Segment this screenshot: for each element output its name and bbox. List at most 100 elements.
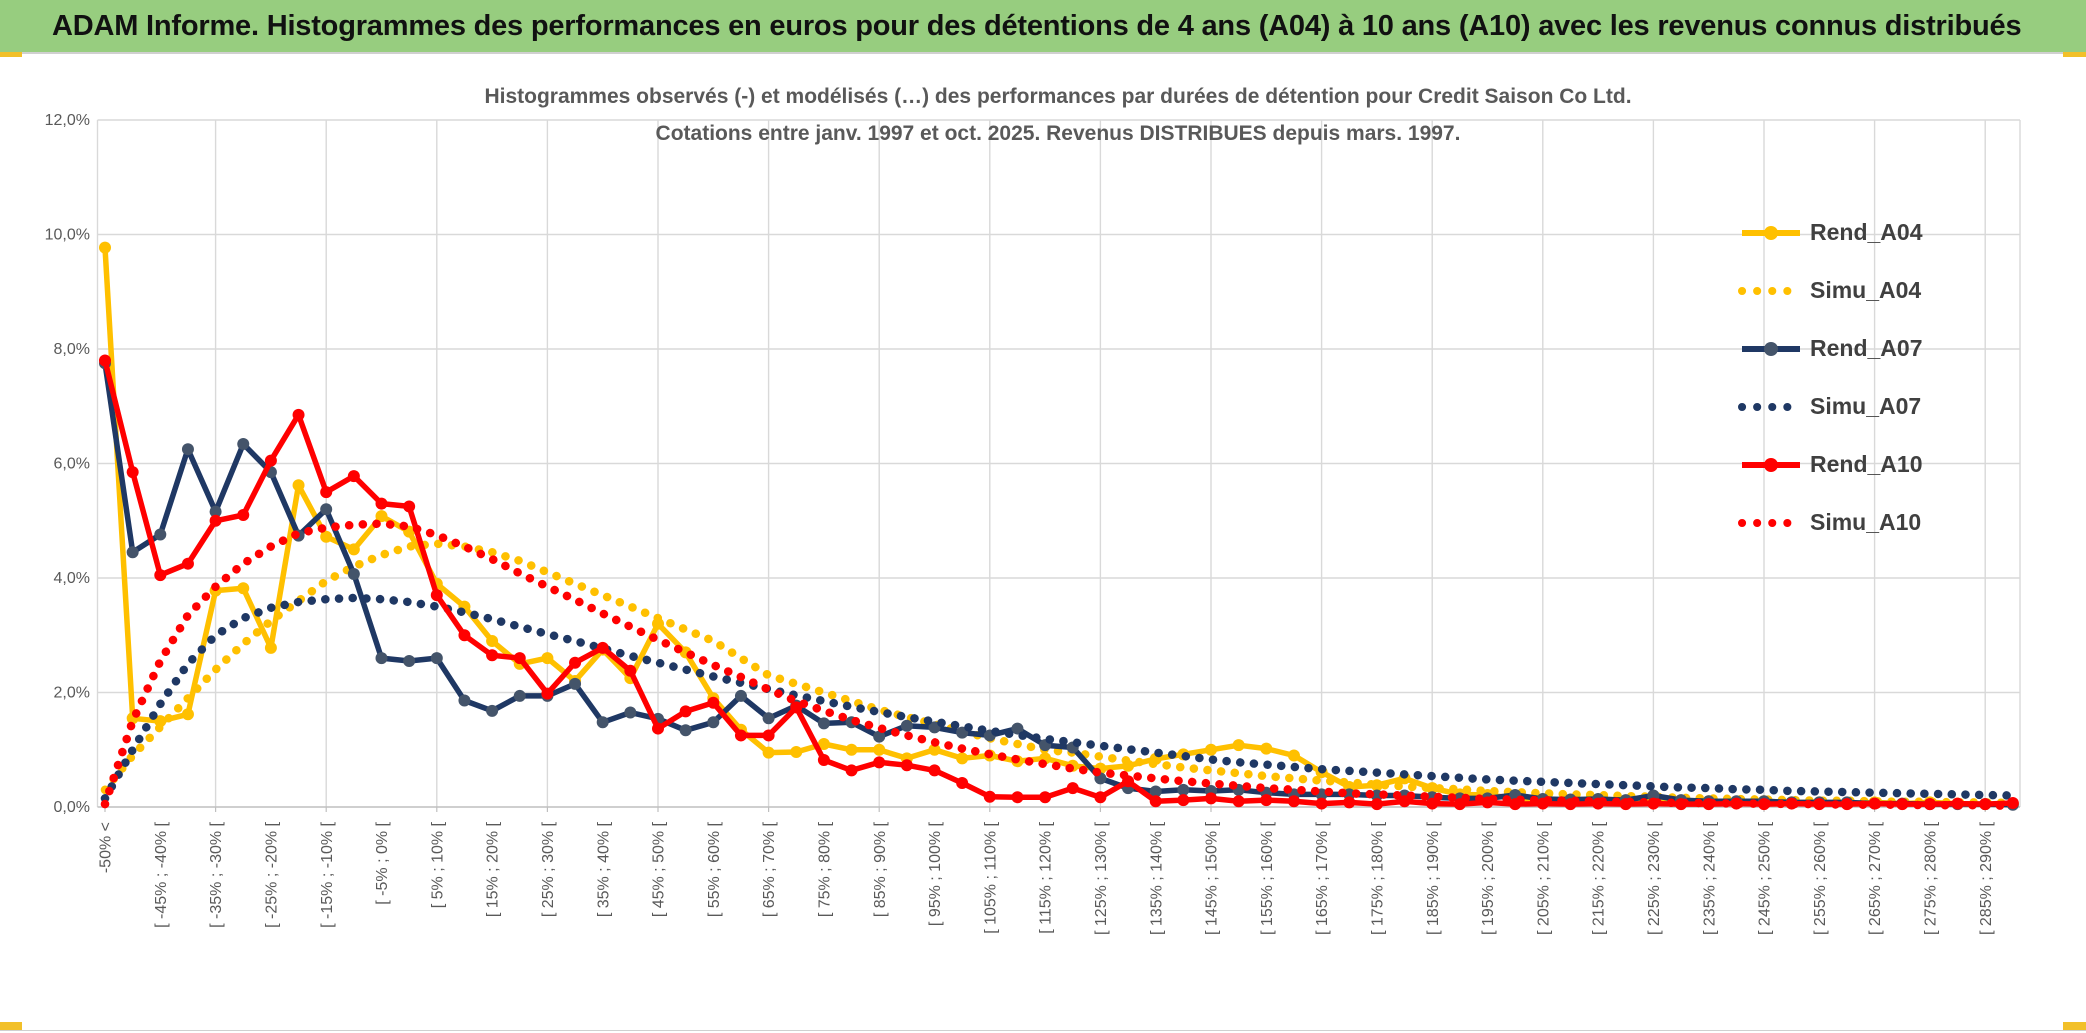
y-axis-labels: 0,0% 2,0% 4,0% 6,0% 8,0% 10,0% 12,0%: [45, 112, 90, 816]
marker-Rend_A10: [873, 756, 886, 769]
marker-Rend_A07: [237, 438, 250, 451]
marker-Rend_A10: [513, 652, 526, 665]
x-tick-label: [ 155% ; 160% [: [1259, 821, 1276, 935]
accent-top-left: [0, 52, 22, 58]
marker-Rend_A10: [1343, 796, 1356, 809]
x-tick-label: [ 65% ; 70% [: [761, 821, 778, 917]
x-tick-label: [ 265% ; 270% [: [1867, 821, 1884, 935]
marker-Rend_A04: [154, 715, 167, 728]
marker-Rend_A10: [1094, 791, 1107, 804]
x-tick-label: [ 165% ; 170% [: [1314, 821, 1331, 935]
x-tick-label: [ 35% ; 40% [: [595, 821, 612, 917]
marker-Rend_A04: [99, 241, 111, 254]
marker-Rend_A10: [209, 514, 222, 527]
top-rule: [0, 52, 2086, 54]
marker-Rend_A07: [430, 652, 443, 665]
x-tick-label: [ 225% ; 230% [: [1646, 821, 1663, 935]
marker-Rend_A07: [181, 443, 194, 456]
marker-Rend_A07: [762, 712, 775, 725]
marker-Rend_A04: [292, 479, 305, 492]
x-tick-label: [ -45% ; -40% [: [153, 821, 170, 927]
marker-Rend_A10: [596, 641, 609, 654]
accent-bottom-right: [2063, 1022, 2086, 1030]
marker-Rend_A10: [1287, 795, 1300, 808]
marker-Rend_A04: [375, 510, 388, 523]
x-tick-label: [ 55% ; 60% [: [706, 821, 723, 917]
y-tick-label: 6,0%: [54, 456, 90, 473]
series-Rend_A07[interactable]: [99, 357, 2019, 811]
y-tick-label: 12,0%: [45, 112, 90, 129]
x-tick-label: [ 105% ; 110% [: [982, 821, 999, 933]
marker-Rend_A04: [320, 530, 333, 543]
legend-swatch-marker: [1764, 342, 1778, 356]
marker-Rend_A10: [845, 764, 858, 777]
gridlines: [97, 119, 2020, 807]
legend-label: Rend_A04: [1810, 219, 1923, 245]
marker-Rend_A10: [817, 754, 830, 767]
marker-Rend_A04: [1287, 749, 1300, 762]
x-tick-label: [ 85% ; 90% [: [872, 821, 889, 917]
marker-Rend_A10: [430, 589, 443, 602]
x-tick-label: [ 25% ; 30% [: [540, 821, 557, 917]
legend-item-Rend_A10[interactable]: Rend_A10: [1742, 451, 1922, 477]
legend-item-Rend_A04[interactable]: Rend_A04: [1742, 219, 1923, 245]
marker-Rend_A10: [1177, 794, 1190, 807]
marker-Rend_A10: [486, 649, 499, 662]
marker-Rend_A07: [569, 677, 582, 690]
marker-Rend_A10: [983, 790, 996, 803]
marker-Rend_A07: [624, 706, 637, 719]
legend-swatch-marker: [1764, 226, 1778, 240]
legend-item-Simu_A04[interactable]: Simu_A04: [1738, 277, 1921, 303]
x-tick-label: [ 45% ; 50% [: [651, 821, 668, 917]
x-tick-label: [ -25% ; -20% [: [263, 821, 280, 927]
marker-Rend_A10: [347, 470, 360, 483]
series-Rend_A10[interactable]: [99, 354, 2019, 811]
marker-Rend_A10: [264, 454, 277, 467]
marker-Rend_A10: [458, 629, 471, 642]
accent-bottom-left: [0, 1022, 22, 1030]
x-tick-label: [ 145% ; 150% [: [1204, 821, 1221, 935]
marker-Rend_A10: [1066, 782, 1079, 795]
marker-Rend_A10: [541, 687, 554, 700]
marker-Rend_A04: [817, 738, 830, 751]
x-tick-label: [ 215% ; 220% [: [1591, 821, 1608, 935]
series-Simu_A10[interactable]: [100, 519, 2018, 811]
marker-Rend_A07: [596, 716, 609, 729]
marker-Rend_A07: [375, 652, 388, 665]
marker-Rend_A10: [956, 776, 969, 789]
marker-Rend_A07: [1011, 722, 1024, 735]
marker-Rend_A07: [126, 546, 139, 559]
x-tick-label: [ 235% ; 240% [: [1701, 821, 1718, 935]
marker-Rend_A07: [458, 694, 471, 707]
legend-label: Rend_A07: [1810, 335, 1922, 361]
marker-Rend_A07: [320, 503, 333, 516]
x-tick-label: [ 15% ; 20% [: [485, 821, 502, 917]
marker-Rend_A10: [1426, 797, 1439, 810]
marker-Rend_A10: [569, 656, 582, 669]
series-Simu_A07[interactable]: [100, 593, 2018, 803]
x-tick-label: -50% <: [98, 822, 115, 873]
marker-Rend_A10: [1205, 792, 1217, 805]
marker-Rend_A10: [790, 701, 803, 714]
x-tick-label: [ 175% ; 180% [: [1370, 821, 1387, 935]
marker-Rend_A10: [1039, 791, 1052, 804]
marker-Rend_A07: [1149, 785, 1162, 798]
histogram-svg[interactable]: 0,0% 2,0% 4,0% 6,0% 8,0% 10,0% 12,0% -50% < [ -4…: [0, 57, 2086, 1022]
legend-item-Simu_A07[interactable]: Simu_A07: [1738, 393, 1921, 419]
marker-Rend_A10: [154, 569, 167, 582]
y-tick-label: 8,0%: [54, 341, 90, 358]
marker-Rend_A04: [928, 743, 941, 756]
legend-item-Simu_A10[interactable]: Simu_A10: [1738, 509, 1921, 535]
bottom-edge-rule: [0, 1030, 2086, 1031]
x-tick-label: [ -5% ; 0% [: [374, 821, 391, 904]
chart-area[interactable]: 0,0% 2,0% 4,0% 6,0% 8,0% 10,0% 12,0% -50% < [ -4…: [0, 57, 2086, 1022]
legend-item-Rend_A07[interactable]: Rend_A07: [1742, 335, 1922, 361]
marker-Rend_A07: [347, 567, 360, 580]
x-tick-label: [ -35% ; -30% [: [208, 821, 225, 927]
marker-Rend_A10: [734, 729, 747, 742]
x-tick-label: [ 255% ; 260% [: [1812, 821, 1829, 935]
marker-Rend_A10: [1315, 797, 1328, 810]
marker-Rend_A10: [1260, 794, 1273, 807]
y-tick-label: 10,0%: [45, 227, 90, 244]
marker-Rend_A07: [873, 730, 886, 743]
